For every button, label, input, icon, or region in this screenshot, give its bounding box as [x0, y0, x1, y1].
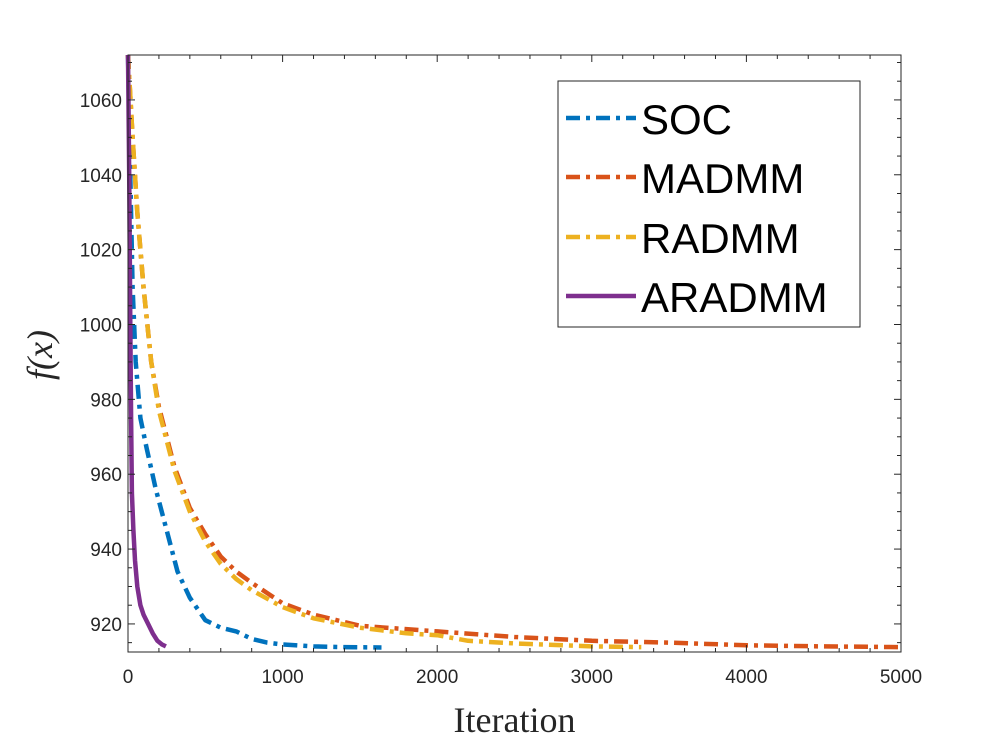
y-tick-label: 960: [90, 465, 122, 486]
x-tick-label: 5000: [880, 667, 922, 688]
legend: SOC MADMM RADMM ARADMM: [557, 80, 861, 328]
y-tick-label: 940: [90, 540, 122, 561]
x-tick-label: 1000: [261, 667, 303, 688]
legend-entry-madmm: MADMM: [566, 155, 804, 202]
series-line-soc: [125, 54, 382, 650]
y-tick-label: 1000: [80, 315, 122, 336]
y-tick-label: 980: [90, 390, 122, 411]
y-tick-label: 1020: [80, 241, 122, 262]
y-axis-label: f(x): [20, 330, 60, 380]
legend-entry-radmm: RADMM: [566, 215, 800, 262]
y-tick-label: 1060: [80, 91, 122, 112]
series-line-radmm: [125, 54, 642, 650]
series-layer: [125, 54, 902, 650]
x-tick-label: 4000: [725, 667, 767, 688]
x-tick-label: 0: [123, 667, 134, 688]
legend-entry-aradmm: ARADMM: [566, 274, 828, 321]
legend-entry-soc: SOC: [566, 96, 732, 143]
x-axis-label: Iteration: [454, 700, 576, 740]
legend-label-soc: SOC: [641, 96, 732, 143]
legend-box: [557, 80, 861, 328]
y-tick-label: 920: [90, 615, 122, 636]
legend-label-radmm: RADMM: [641, 215, 800, 262]
x-tick-label: 2000: [416, 667, 458, 688]
legend-label-madmm: MADMM: [641, 155, 804, 202]
x-tick-label: 3000: [571, 667, 613, 688]
plot-frame: [127, 54, 902, 653]
series-line-aradmm: [125, 54, 167, 649]
y-tick-label: 1040: [80, 166, 122, 187]
legend-label-aradmm: ARADMM: [641, 274, 828, 321]
tick-layer: 0 1000 2000 3000 4000 5000 920 940 960 980 1000 102…: [80, 55, 922, 688]
